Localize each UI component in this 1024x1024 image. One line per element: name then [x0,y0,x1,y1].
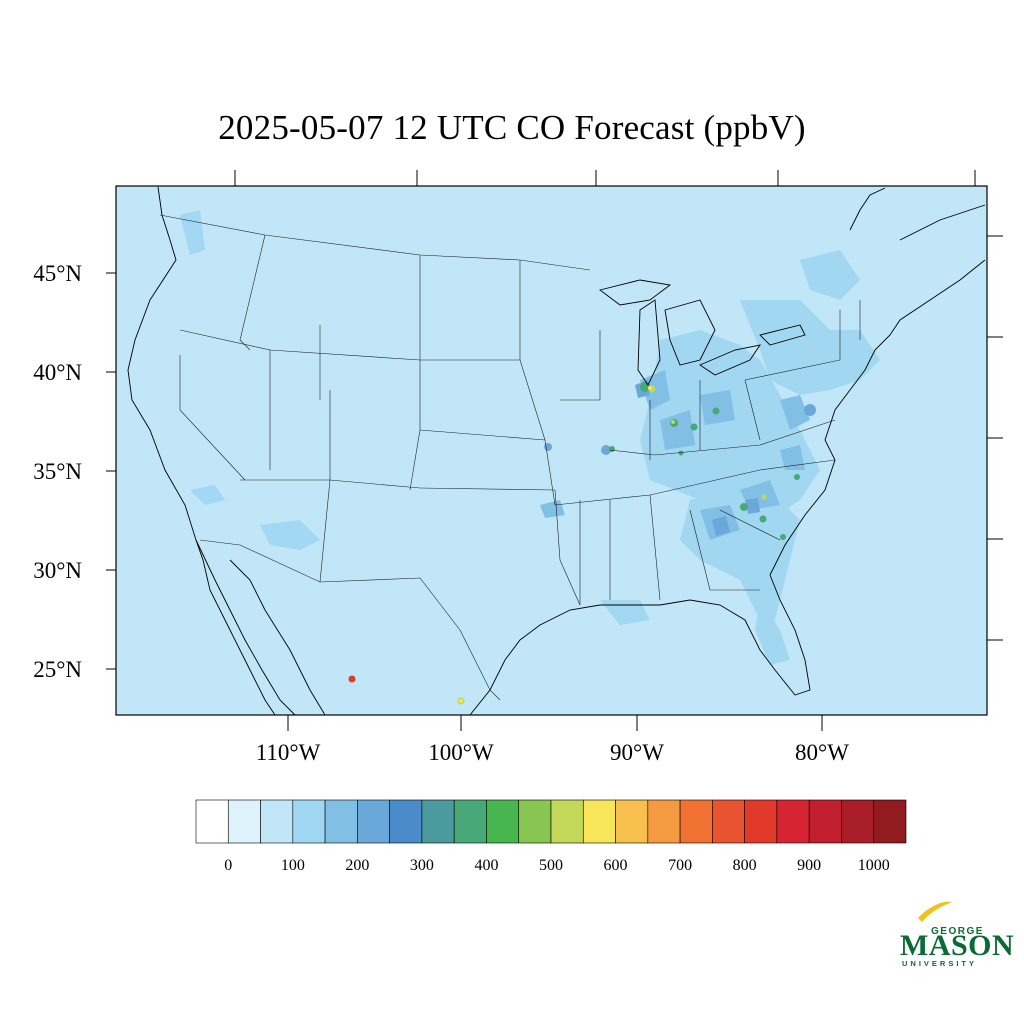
colorbar-label: 700 [668,857,692,874]
coastlines [127,186,986,715]
colorbar-label: 100 [281,857,305,874]
colorbar-swatch [615,799,649,844]
colorbar-swatch [712,799,745,844]
colorbar-label: 800 [733,857,757,874]
colorbar-swatch [195,799,229,844]
lat-label-45: 45°N [33,261,82,286]
logo-line1: GEORGE [931,926,984,937]
colorbar-label: 0 [224,857,232,874]
lat-label-35: 35°N [33,459,82,484]
colorbar-swatch [292,799,326,844]
colorbar-swatch [486,799,520,844]
colorbar-swatch [808,799,842,844]
colorbar-label: 400 [474,857,498,874]
lat-label-40: 40°N [33,360,82,385]
colorbar-label: 600 [604,857,628,874]
co-field-yellow [459,386,652,703]
lon-label-100: 100°W [428,740,494,765]
map-content [127,186,986,715]
colorbar-label: 200 [345,857,369,874]
colorbar: 0 100 200 300 400 500 600 700 800 900 1000 [195,799,907,874]
state-borders [159,214,861,701]
colorbar-label: 900 [797,857,821,874]
colorbar-swatch [260,799,294,844]
lon-label-90: 90°W [610,740,664,765]
title-area: 2025-05-07 12 UTC CO Forecast (ppbV) [0,0,1024,160]
colorbar-swatch [227,799,261,844]
gmu-logo: GEORGE MASON UNIVERSITY [900,901,1014,968]
colorbar-swatch [873,799,907,844]
colorbar-swatch [582,799,616,844]
lat-label-25: 25°N [33,657,82,682]
colorbar-label: 500 [539,857,563,874]
colorbar-label: 1000 [858,857,890,874]
co-field-medium [540,370,810,540]
co-field-red [348,675,356,683]
colorbar-swatch [647,799,681,844]
colorbar-swatch [324,799,358,844]
lat-label-30: 30°N [33,558,82,583]
colorbar-swatch [357,799,390,844]
colorbar-swatch [550,799,584,844]
map-panel: 45°N 40°N 35°N 30°N 25°N 110°W 100°W 90°… [33,170,1003,765]
map-title: 2025-05-07 12 UTC CO Forecast (ppbV) [218,108,806,147]
lon-label-110: 110°W [256,740,321,765]
co-field-light [180,210,880,665]
colorbar-swatch [744,799,778,844]
logo-line2: MASON [900,929,1014,962]
logo-line3: UNIVERSITY [902,959,977,968]
colorbar-swatch [841,799,875,844]
colorbar-swatch [679,799,713,844]
lat-ticks [106,170,1003,731]
lon-label-80: 80°W [795,740,849,765]
colorbar-swatch [389,799,423,844]
colorbar-swatch [776,799,810,844]
colorbar-swatch [518,799,552,844]
colorbar-label: 300 [410,857,434,874]
map-background [115,185,988,716]
logo-swoosh-icon [918,901,952,922]
colorbar-swatch [421,799,455,844]
colorbar-swatch [453,799,487,844]
